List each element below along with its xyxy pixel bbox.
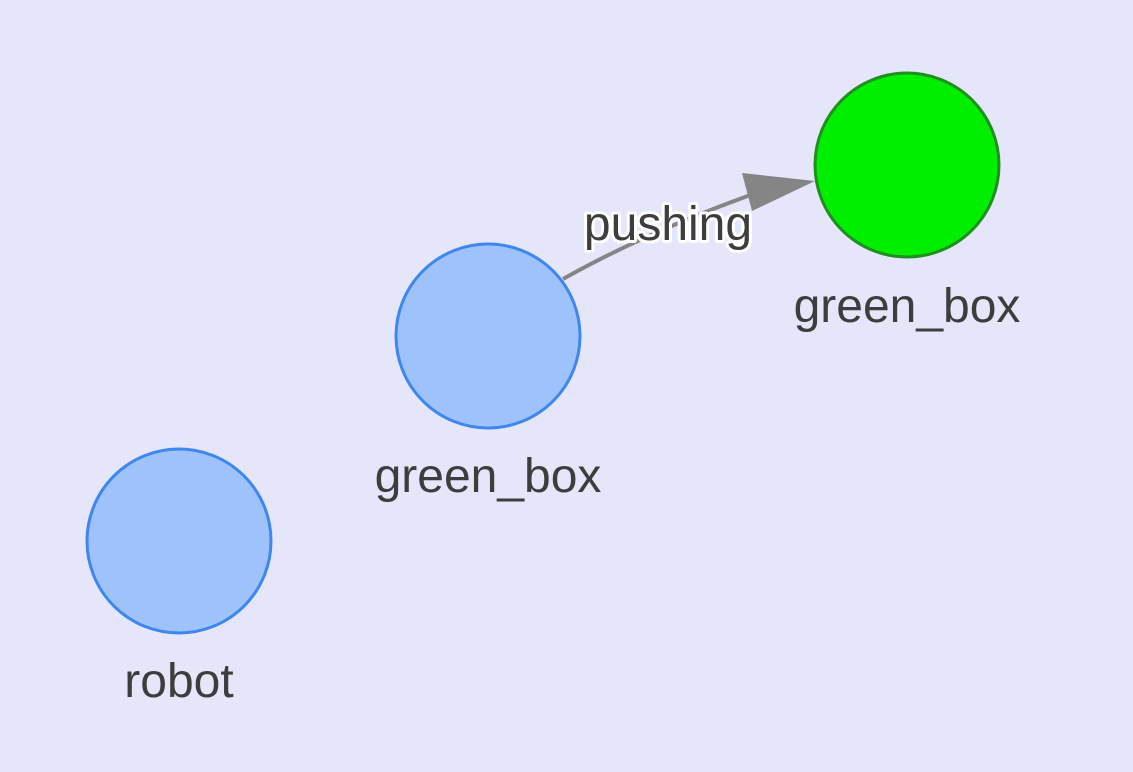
node-circle[interactable] bbox=[85, 447, 273, 635]
node-green-box-blue[interactable]: green_box bbox=[375, 242, 602, 503]
node-green-box-green[interactable]: green_box bbox=[794, 71, 1021, 333]
node-circle[interactable] bbox=[813, 71, 1001, 259]
node-circle[interactable] bbox=[394, 242, 582, 430]
node-label-robot: robot bbox=[124, 655, 233, 708]
node-label-green-box: green_box bbox=[794, 280, 1021, 333]
edge-label-pushing: pushing bbox=[584, 198, 752, 251]
node-label-green-box: green_box bbox=[375, 450, 602, 503]
edge-pushing[interactable]: pushing bbox=[562, 173, 815, 281]
node-robot[interactable]: robot bbox=[85, 447, 273, 708]
edge-line[interactable] bbox=[562, 186, 771, 281]
arrowhead-icon bbox=[742, 173, 815, 211]
